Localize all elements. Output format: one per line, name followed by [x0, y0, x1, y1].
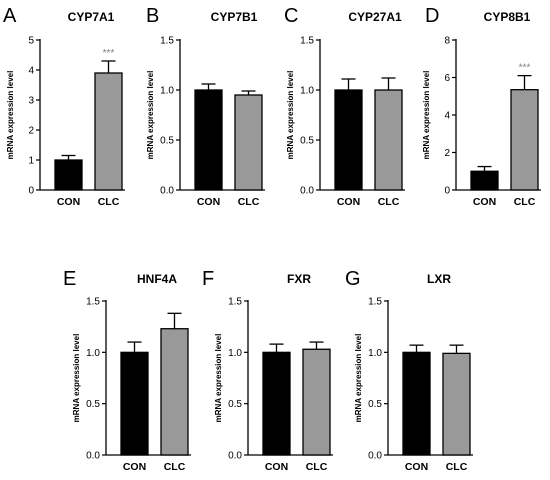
panel-title: HNF4A: [137, 272, 177, 286]
y-tick-label: 0.0: [228, 451, 242, 462]
y-axis-label: mRNA expression level: [6, 71, 15, 160]
bar-con: [402, 351, 431, 456]
x-tick-label: CON: [197, 196, 220, 208]
x-tick-label: CON: [337, 196, 360, 208]
bar-clc: [234, 94, 263, 191]
y-tick-label: 1.0: [160, 86, 174, 97]
x-tick-label: CON: [265, 461, 288, 473]
y-axis-label: mRNA expression level: [422, 71, 431, 160]
y-tick-label: 0: [28, 186, 34, 197]
panel-title: CYP8B1: [484, 10, 531, 24]
y-tick-label: 0.0: [300, 186, 314, 197]
panel-b: B CYP7B1 mRNA expression level 0.0 0.5 1.0 1.5…: [146, 5, 265, 208]
y-tick-label: 1.5: [160, 36, 174, 47]
panel-g: G LXR mRNA expression level 0.0 0.5 1.0 1.5 CON…: [345, 268, 473, 473]
significance-marker: ***: [103, 48, 115, 59]
significance-marker: ***: [519, 63, 531, 74]
x-tick-label: CON: [57, 196, 80, 208]
panel-letter: C: [284, 5, 298, 27]
y-axis-label: mRNA expression level: [354, 334, 363, 423]
y-tick-label: 8: [444, 36, 450, 47]
panel-d: D CYP8B1 mRNA expression level 0 2 4 6 8 CON CLC *…: [422, 5, 541, 208]
x-tick-label: CLC: [446, 461, 468, 473]
bar-clc: [510, 89, 539, 191]
x-tick-label: CLC: [98, 196, 120, 208]
panel-letter: A: [3, 5, 17, 27]
y-axis-label: mRNA expression level: [72, 334, 81, 423]
bar-con: [54, 159, 83, 191]
y-tick-label: 6: [444, 73, 450, 84]
x-tick-label: CLC: [514, 196, 536, 208]
y-tick-label: 0.0: [160, 186, 174, 197]
y-tick-label: 1: [28, 156, 34, 167]
panel-e: E HNF4A mRNA expression level 0.0 0.5 1.0 1.5 C…: [63, 268, 191, 473]
y-tick-label: 0.5: [368, 399, 382, 410]
y-tick-label: 0.5: [160, 136, 174, 147]
y-tick-label: 5: [28, 36, 34, 47]
panel-title: CYP27A1: [348, 10, 402, 24]
bar-clc: [94, 72, 123, 191]
panel-title: CYP7B1: [211, 10, 258, 24]
bar-con: [120, 351, 149, 456]
y-tick-label: 1.5: [86, 297, 100, 308]
x-tick-label: CLC: [306, 461, 328, 473]
bar-con: [194, 89, 223, 191]
y-tick-label: 0.0: [368, 451, 382, 462]
y-tick-label: 0: [444, 186, 450, 197]
y-tick-label: 2: [28, 126, 34, 137]
panel-c: C CYP27A1 mRNA expression level 0.0 0.5 1.0 1.…: [284, 5, 405, 208]
y-tick-label: 1.0: [368, 348, 382, 359]
y-tick-label: 1.5: [228, 297, 242, 308]
x-tick-label: CLC: [378, 196, 400, 208]
y-tick-label: 4: [28, 66, 34, 77]
bar-con: [262, 351, 291, 456]
y-tick-label: 4: [444, 111, 450, 122]
bar-clc: [374, 89, 403, 191]
bar-con: [470, 170, 499, 191]
panel-letter: F: [202, 268, 214, 290]
y-tick-label: 3: [28, 96, 34, 107]
y-tick-label: 1.5: [300, 36, 314, 47]
bar-clc: [302, 348, 331, 456]
x-tick-label: CON: [473, 196, 496, 208]
y-tick-label: 2: [444, 148, 450, 159]
y-tick-label: 1.0: [300, 86, 314, 97]
y-tick-label: 0.0: [86, 451, 100, 462]
y-axis-label: mRNA expression level: [214, 334, 223, 423]
x-tick-label: CON: [123, 461, 146, 473]
panel-f: F FXR mRNA expression level 0.0 0.5 1.0 1.5 CON…: [202, 268, 333, 473]
y-axis-label: mRNA expression level: [146, 71, 155, 160]
y-axis-label: mRNA expression level: [286, 71, 295, 160]
panel-title: CYP7A1: [68, 10, 115, 24]
panel-letter: E: [63, 268, 76, 290]
x-tick-label: CON: [405, 461, 428, 473]
bar-con: [334, 89, 363, 191]
panel-letter: B: [146, 5, 159, 27]
panel-letter: D: [425, 5, 439, 27]
y-tick-label: 1.5: [368, 297, 382, 308]
bar-clc: [442, 352, 471, 456]
y-tick-label: 0.5: [86, 399, 100, 410]
panel-title: FXR: [287, 272, 311, 286]
y-tick-label: 1.0: [86, 348, 100, 359]
y-tick-label: 1.0: [228, 348, 242, 359]
panel-a: A CYP7A1 mRNA expression level 0 1 2 3 4 5 CON CLC…: [3, 5, 125, 208]
panel-title: LXR: [427, 272, 451, 286]
bar-clc: [160, 328, 189, 456]
y-tick-label: 0.5: [228, 399, 242, 410]
x-tick-label: CLC: [164, 461, 186, 473]
x-tick-label: CLC: [238, 196, 260, 208]
y-tick-label: 0.5: [300, 136, 314, 147]
panel-letter: G: [345, 268, 361, 290]
